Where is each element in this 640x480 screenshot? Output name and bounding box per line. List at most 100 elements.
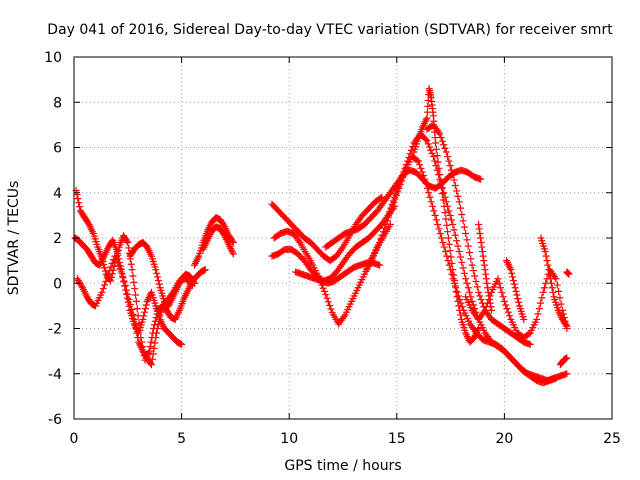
data-point [515, 298, 523, 306]
data-point [130, 278, 138, 286]
data-point [438, 234, 446, 242]
data-point [446, 211, 454, 219]
data-point [148, 355, 156, 363]
data-point [424, 102, 432, 110]
series-arc-21 [563, 268, 573, 278]
data-point [121, 282, 129, 290]
data-point [101, 264, 109, 272]
data-point [123, 237, 131, 245]
data-point [480, 261, 488, 269]
data-point [404, 157, 412, 165]
data-point [441, 144, 449, 152]
data-point [431, 211, 439, 219]
data-point [401, 164, 409, 172]
data-point [76, 203, 84, 211]
data-point [393, 186, 401, 194]
data-point [466, 288, 474, 296]
data-point [141, 305, 149, 313]
data-point [503, 305, 511, 313]
data-point [427, 198, 435, 206]
data-point [75, 199, 83, 207]
data-point [449, 171, 457, 179]
axis-ticks: 0 5 10 15 20 25 -6 -4 -2 0 2 4 6 8 10 [44, 50, 621, 447]
data-point [139, 315, 147, 323]
data-point [480, 257, 488, 265]
data-point [116, 265, 124, 273]
x-tick-label: 0 [70, 431, 79, 447]
data-point [444, 228, 452, 236]
data-point [104, 270, 112, 278]
data-point [426, 143, 434, 151]
data-point [438, 137, 446, 145]
data-point [445, 240, 453, 248]
x-tick-label: 10 [280, 431, 298, 447]
data-point [453, 187, 461, 195]
data-point [416, 161, 424, 169]
data-point [464, 284, 472, 292]
data-point [128, 266, 136, 274]
data-point [562, 321, 570, 329]
data-point [107, 263, 115, 271]
data-point [381, 224, 389, 232]
data-point [129, 310, 137, 318]
data-point [514, 295, 522, 303]
data-point [440, 243, 448, 251]
series-arc-19 [537, 234, 571, 330]
data-point [424, 140, 432, 148]
data-point [456, 311, 464, 319]
data-point [154, 320, 162, 328]
data-point [132, 297, 140, 305]
data-point [423, 114, 431, 122]
data-point [451, 282, 459, 290]
data-point [108, 259, 116, 267]
data-point [423, 137, 431, 145]
data-point [455, 302, 463, 310]
data-point [454, 192, 462, 200]
data-point [481, 306, 489, 314]
y-tick-label: 10 [44, 50, 62, 66]
y-tick-label: 2 [53, 231, 62, 247]
data-point [119, 272, 127, 280]
data-point [111, 252, 119, 260]
data-point [427, 146, 435, 154]
data-point [563, 322, 571, 330]
data-point [436, 171, 444, 179]
data-point [455, 248, 463, 256]
data-point [112, 255, 120, 263]
data-point [476, 229, 484, 237]
data-point [434, 220, 442, 228]
data-point [395, 182, 403, 190]
data-point [450, 277, 458, 285]
data-point [447, 253, 455, 261]
data-point [429, 153, 437, 161]
data-point [468, 261, 476, 269]
data-point [451, 182, 459, 190]
data-point [464, 242, 472, 250]
data-point [178, 340, 186, 348]
data-point [436, 229, 444, 237]
data-point [437, 134, 445, 142]
data-point [389, 197, 397, 205]
data-point [201, 266, 209, 274]
data-point [497, 284, 505, 292]
data-point [154, 277, 162, 285]
data-point [406, 150, 414, 158]
data-point [124, 291, 132, 299]
data-point [539, 288, 547, 296]
data-point [379, 228, 387, 236]
data-point [442, 215, 450, 223]
data-point [133, 329, 141, 337]
data-point [152, 334, 160, 342]
data-point [447, 216, 455, 224]
data-point [467, 255, 475, 263]
data-point [442, 148, 450, 156]
data-point [462, 275, 470, 283]
data-point [400, 168, 408, 176]
data-point [443, 252, 451, 260]
data-point [538, 294, 546, 302]
data-point [549, 288, 557, 296]
data-point [376, 194, 384, 202]
data-point [546, 270, 554, 278]
data-point [326, 301, 334, 309]
data-point [484, 288, 492, 296]
